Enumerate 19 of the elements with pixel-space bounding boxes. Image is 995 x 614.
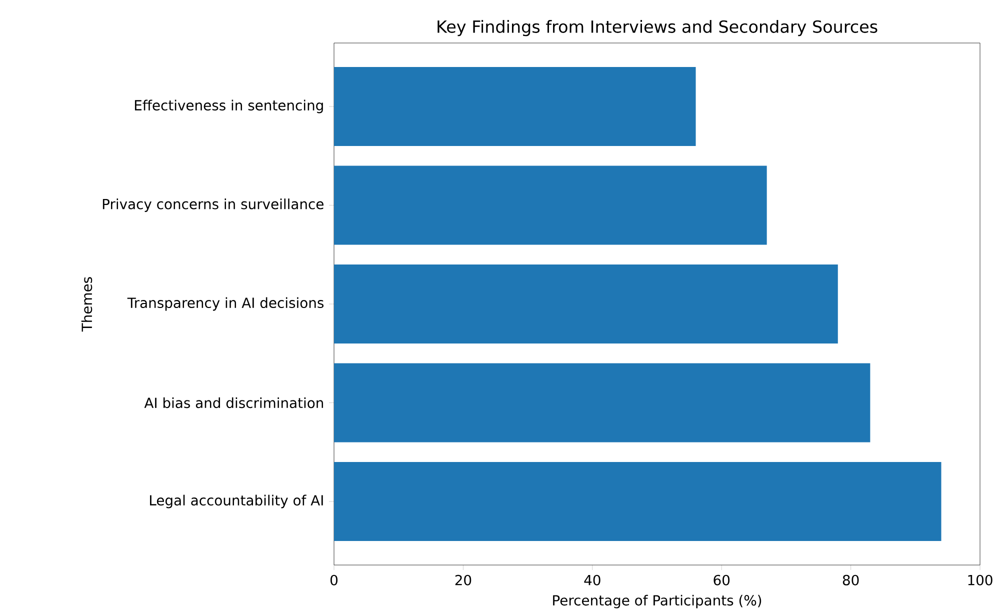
x-tick-label: 0 bbox=[330, 574, 338, 586]
y-axis-title: Themes bbox=[81, 277, 92, 332]
x-tick-label: 60 bbox=[714, 574, 730, 586]
x-axis-title: Percentage of Participants (%) bbox=[553, 594, 762, 608]
y-tick-label: Transparency in AI decisions bbox=[127, 297, 324, 311]
chart-title: Key Findings from Interviews and Secondary Sources bbox=[438, 20, 878, 36]
bar bbox=[334, 462, 942, 542]
y-tick-label: Privacy concerns in surveillance bbox=[102, 198, 324, 212]
x-tick-label: 20 bbox=[455, 574, 472, 586]
x-tick-label: 40 bbox=[584, 574, 600, 586]
y-tick-label: AI bias and discrimination bbox=[144, 397, 324, 408]
y-tick-label: Effectiveness in sentencing bbox=[134, 100, 323, 114]
bar bbox=[334, 264, 838, 344]
x-tick-label: 100 bbox=[968, 574, 992, 586]
x-tick-label: 80 bbox=[842, 574, 859, 586]
y-tick-label: Legal accountability of AI bbox=[150, 494, 323, 508]
bar bbox=[334, 166, 767, 245]
bar bbox=[334, 363, 870, 442]
bar bbox=[334, 66, 696, 146]
